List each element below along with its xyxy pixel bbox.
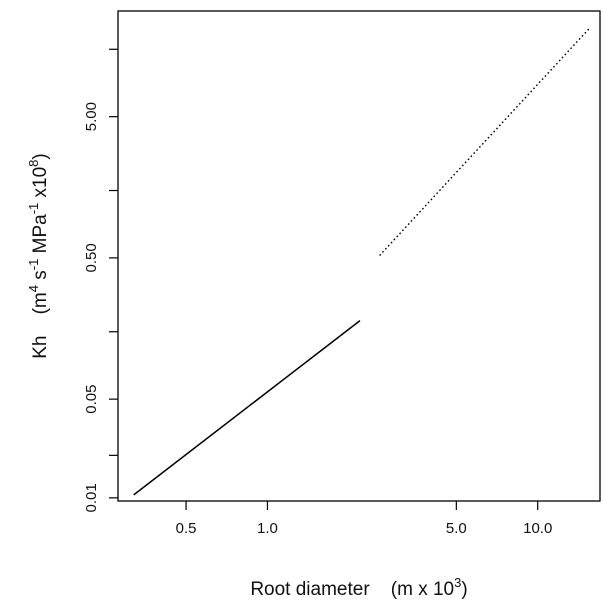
x-axis-label: Root diameter (m x 103) xyxy=(250,575,467,600)
series-line-dotted-1 xyxy=(379,28,590,256)
y-tick-label-3: 5.00 xyxy=(83,102,100,131)
x-tick-label-0: 0.5 xyxy=(176,520,197,537)
y-axis: 0.01 0.05 0.50 5.00 xyxy=(83,48,118,512)
plot-frame xyxy=(117,10,601,502)
x-axis: 0.5 1.0 5.0 10.0 xyxy=(176,501,552,537)
y-tick-label-2: 0.50 xyxy=(83,243,100,272)
y-axis-label: Kh (m4 s-1 MPa-1 x108) xyxy=(26,153,51,359)
y-tick-label-0: 0.01 xyxy=(83,483,100,512)
series-layer xyxy=(133,28,590,496)
series-line-solid-0 xyxy=(133,320,361,496)
y-tick-label-1: 0.05 xyxy=(83,385,100,414)
x-tick-label-1: 1.0 xyxy=(257,520,278,537)
x-tick-label-3: 10.0 xyxy=(523,520,552,537)
x-tick-label-2: 5.0 xyxy=(446,520,467,537)
